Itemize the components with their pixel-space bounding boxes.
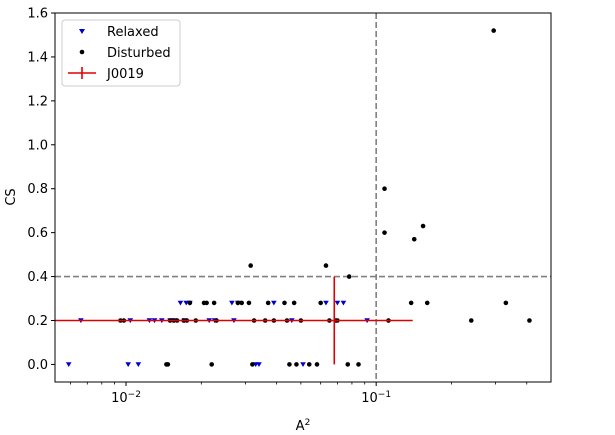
legend-disturbed-marker [79, 49, 85, 55]
disturbed-point-13 [209, 362, 214, 367]
disturbed-point-17 [239, 300, 244, 306]
disturbed-point-19 [248, 263, 253, 268]
plot-content [55, 13, 551, 382]
legend-j0019-label: J0019 [106, 67, 144, 82]
disturbed-point-40 [356, 362, 361, 367]
legend-relaxed-label: Relaxed [107, 25, 159, 40]
disturbed-point-49 [491, 28, 496, 33]
relaxed-point-21 [271, 300, 277, 306]
y-tick-label-0: 0.0 [27, 358, 48, 373]
disturbed-point-25 [282, 300, 287, 306]
relaxed-point-12 [183, 300, 190, 306]
disturbed-point-29 [294, 362, 299, 367]
disturbed-point-45 [411, 236, 417, 242]
disturbed-point-46 [420, 223, 426, 229]
relaxed-point-20 [256, 362, 262, 368]
x-tick-label-0: 10−2 [111, 390, 141, 406]
y-tick-label-1: 0.2 [27, 314, 48, 329]
disturbed-point-39 [346, 274, 352, 279]
x-axis-label-sup: 2 [305, 418, 311, 428]
x-axis-label: A2 [296, 418, 311, 434]
disturbed-point-14 [211, 300, 217, 306]
disturbed-point-16 [235, 300, 241, 306]
legend: Relaxed Disturbed J0019 [61, 19, 181, 87]
disturbed-point-12 [204, 300, 209, 306]
relaxed-point-2 [125, 362, 131, 368]
y-tick-label-2: 0.4 [27, 270, 48, 285]
relaxed-point-23 [300, 362, 306, 368]
y-tick-label-4: 0.8 [27, 182, 48, 197]
disturbed-point-34 [323, 263, 329, 268]
disturbed-point-44 [408, 300, 414, 306]
disturbed-point-51 [527, 318, 532, 323]
disturbed-point-32 [314, 362, 320, 367]
disturbed-point-48 [468, 318, 474, 323]
relaxed-point-0 [65, 362, 72, 368]
disturbed-point-23 [265, 300, 271, 306]
x-tick-label-1: 10−1 [361, 390, 391, 406]
disturbed-point-3 [165, 362, 171, 367]
disturbed-point-42 [382, 186, 387, 192]
legend-disturbed-label: Disturbed [107, 46, 171, 61]
disturbed-point-50 [503, 300, 509, 306]
relaxed-point-26 [340, 300, 347, 306]
x-axis-label-base: A [296, 419, 305, 434]
disturbed-point-41 [382, 230, 387, 235]
disturbed-point-33 [318, 300, 323, 306]
disturbed-point-27 [287, 362, 292, 367]
disturbed-point-47 [424, 300, 430, 306]
legend-relaxed-marker [79, 29, 85, 34]
y-tick-label-5: 1.0 [27, 138, 48, 153]
y-axis-label: CS [4, 188, 19, 205]
disturbed-point-38 [345, 362, 351, 367]
plot-frame [54, 12, 552, 383]
disturbed-point-9 [187, 300, 193, 306]
disturbed-point-18 [246, 300, 252, 306]
y-tick-label-8: 1.6 [27, 7, 48, 22]
relaxed-point-16 [229, 300, 235, 306]
y-tick-label-3: 0.6 [27, 226, 48, 241]
disturbed-point-31 [306, 362, 312, 367]
relaxed-point-24 [323, 300, 329, 306]
relaxed-point-10 [177, 300, 184, 306]
y-tick-label-7: 1.4 [27, 50, 48, 65]
axis-ticks: 0.0 0.2 0.4 0.6 0.8 1.0 1.2 1.4 1.6 10−2 10−1 [27, 7, 528, 406]
disturbed-point-28 [291, 300, 297, 306]
relaxed-point-25 [334, 300, 341, 306]
y-tick-label-6: 1.2 [27, 94, 48, 109]
legend-box [61, 19, 181, 87]
relaxed-point-4 [135, 362, 142, 368]
disturbed-point-20 [250, 362, 255, 367]
